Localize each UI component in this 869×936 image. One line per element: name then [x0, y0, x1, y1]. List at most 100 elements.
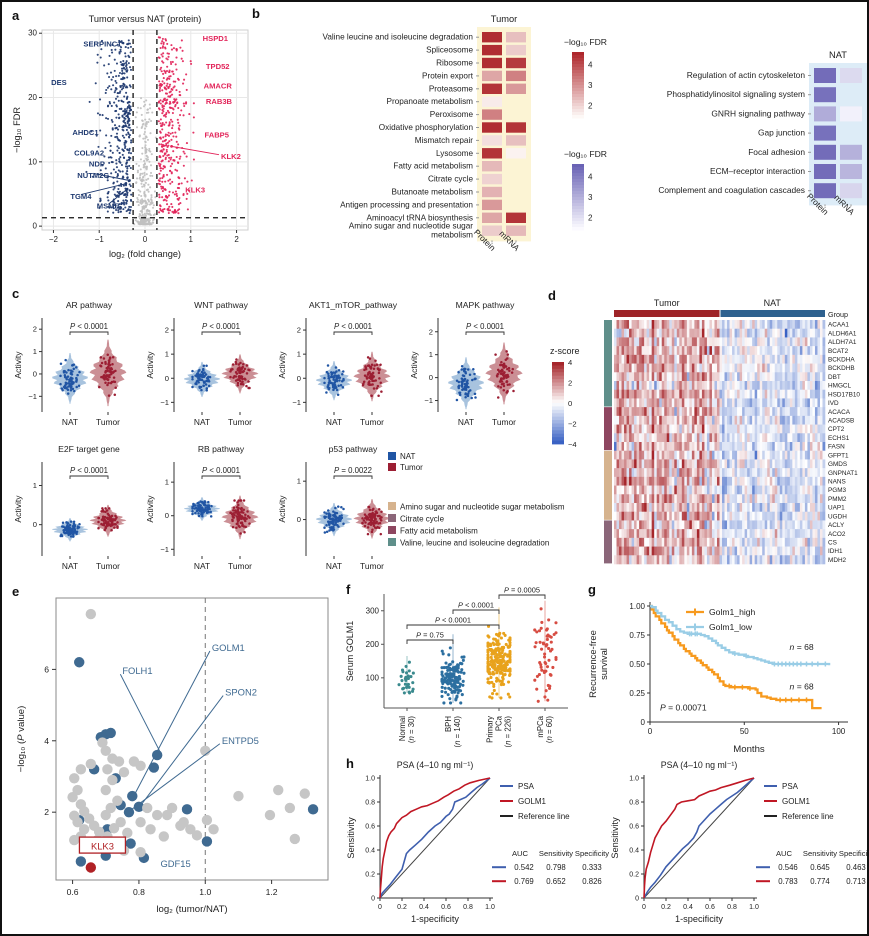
scatter-point	[125, 838, 136, 849]
colorbar-tick: 3	[588, 193, 593, 202]
klk3-box	[78, 836, 127, 854]
y-tick-label: 2	[44, 807, 49, 817]
p-value-label: P = 0.00071	[660, 702, 707, 712]
heatmap-cell	[482, 186, 502, 198]
gene-label: ACAA1	[828, 322, 849, 329]
y-tick-label: 0	[165, 511, 169, 520]
heatmap-cell	[814, 183, 836, 199]
x-category-label: Tumor	[96, 561, 120, 571]
scatter-point	[118, 766, 130, 778]
scatter-point	[208, 824, 219, 835]
gene-label: GFPT1	[828, 452, 849, 459]
y-tick-label: 1	[297, 350, 301, 359]
y-axis-label: Sensitivity	[610, 817, 620, 859]
plot-title: PSA (4–10 ng ml⁻¹)	[661, 760, 738, 770]
scatter-point	[97, 737, 108, 748]
heatmap-cell	[482, 57, 502, 69]
row-group-annotation	[604, 450, 612, 520]
scatter-point	[67, 791, 78, 803]
plot-title: Tumor versus NAT (protein)	[89, 14, 202, 24]
gene-label: ACO2	[828, 531, 846, 538]
y-tick-label: 1.0	[365, 776, 375, 783]
km-survival-svg: 0 0.25 0.50 0.75 1.00 0 50 100 n = 68 n = 68 Golm1…	[587, 602, 848, 755]
y-tick-label: 0	[33, 520, 37, 529]
y-axis-label: Activity	[409, 351, 419, 379]
pathway-label: Valine leucine and isoleucine degradatio…	[322, 33, 473, 42]
scatter-point	[69, 773, 80, 784]
table-sensitivity-value: 0.652	[546, 877, 566, 886]
x-tick-label: 0.4	[419, 904, 429, 911]
scatter-point	[273, 784, 284, 796]
heatmap-cell	[482, 161, 502, 172]
zscore-tick: 0	[568, 399, 572, 408]
scatter-point	[135, 760, 146, 771]
scatter-point	[142, 802, 153, 814]
heatmap-title: NAT	[829, 50, 847, 60]
x-category-label: Primary	[486, 716, 495, 743]
heatmap-cell	[482, 44, 502, 56]
x-tick-label: 50	[740, 727, 749, 736]
table-sensitivity-value: 0.798	[546, 863, 566, 872]
y-tick-label: 0.50	[629, 660, 645, 669]
y-tick-label: 20	[28, 93, 37, 102]
heatmap-cell	[482, 148, 502, 159]
gene-label: AHDC1	[72, 128, 99, 137]
subplot-title: E2F target gene	[58, 444, 120, 454]
scatter-point	[127, 790, 138, 802]
gene-label: SERPINC1	[83, 40, 122, 49]
y-axis-label: −log₁₀ FDR	[12, 107, 22, 153]
x-category-label: Normal	[398, 716, 407, 741]
table-header: AUC	[512, 849, 529, 858]
y-tick-label: 1.0	[629, 776, 639, 783]
panel-c-violins: c AR pathway −1 0 1 2 Activity NAT Tumor P < 0.0…	[10, 286, 565, 578]
scatter-point	[200, 745, 211, 756]
gene-label: KLK3	[185, 186, 205, 195]
heatmap-cell	[814, 164, 836, 179]
heatmap-cell	[482, 199, 502, 211]
x-tick-label: 0.6	[705, 904, 715, 911]
y-axis-label: Serum GOLM1	[345, 621, 355, 682]
roc-curve	[643, 777, 755, 899]
x-tick-label: 0.2	[661, 904, 671, 911]
y-tick-label: 1	[33, 481, 37, 490]
heatmap-cell	[506, 44, 526, 56]
scatter-point	[135, 846, 146, 858]
y-tick-label: 0.4	[629, 848, 639, 855]
y-tick-label: 0	[371, 896, 375, 903]
scatter-point	[135, 816, 146, 828]
p-value-label: P = 0.75	[416, 631, 444, 640]
gene-label: RAB3B	[206, 97, 233, 106]
table-auc-value: 0.783	[778, 877, 798, 886]
y-tick-label: −1	[292, 398, 301, 407]
colorbar-tick: 2	[588, 214, 593, 223]
gene-label: ENTPD5	[222, 735, 259, 746]
x-tick-label: 0.6	[67, 887, 79, 897]
pathway-label: Protein export	[422, 71, 474, 80]
y-tick-label: 1	[297, 477, 301, 486]
pathway-label: Lysosome	[436, 149, 473, 158]
pathway-label: ECM–receptor interaction	[710, 166, 805, 176]
heatmap-cell	[840, 183, 862, 199]
gene-label: FOLH1	[122, 665, 152, 676]
table-auc-value: 0.546	[778, 863, 798, 872]
y-tick-label: −1	[424, 396, 433, 405]
scatter-point	[158, 831, 170, 842]
pathway-heatmaps-svg: Tumor Valine leucine and isoleucine degra…	[322, 14, 867, 253]
table-specificity-value: 0.463	[846, 863, 866, 872]
gene-label: NUTM2G	[77, 171, 109, 180]
legend-label: NAT	[400, 452, 416, 461]
scatter-point	[112, 795, 123, 806]
table-header: Specificity	[839, 849, 869, 858]
x-category-label: NAT	[458, 417, 474, 427]
gene-label: KLK2	[221, 152, 241, 161]
scatter-point	[161, 809, 173, 821]
y-axis-label: Activity	[145, 495, 155, 523]
scatter-point	[307, 804, 319, 815]
scatter-point	[201, 814, 213, 826]
legend-label: Valine, leucine and isoleucine degradati…	[400, 539, 549, 548]
panel-tag-e: e	[12, 584, 20, 599]
scatter-point	[100, 809, 111, 821]
gene-label: MDH2	[828, 557, 847, 564]
scatter-point	[185, 824, 196, 835]
table-header: Specificity	[575, 849, 609, 858]
